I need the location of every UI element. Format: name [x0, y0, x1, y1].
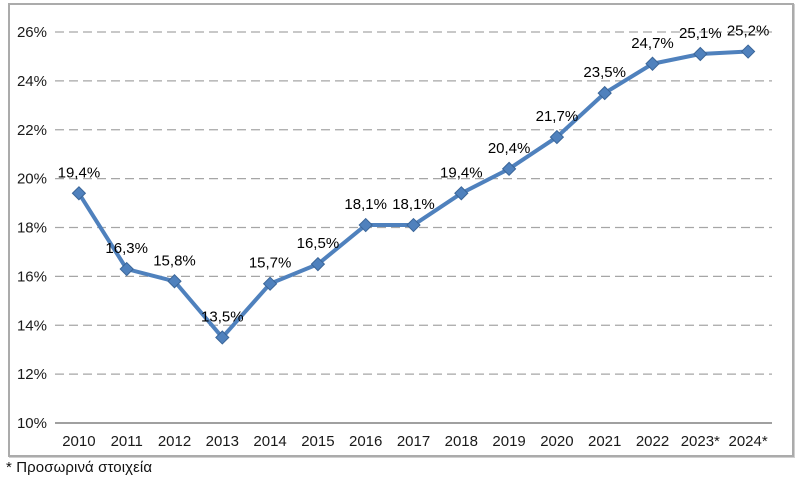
y-tick-18%: 18% — [17, 220, 47, 237]
data-label-2017: 18,1% — [392, 196, 435, 213]
x-tick-2021: 2021 — [588, 433, 621, 450]
x-tick-2016: 2016 — [349, 433, 382, 450]
y-tick-20%: 20% — [17, 171, 47, 188]
data-label-2013: 13,5% — [201, 308, 244, 325]
data-point-2021 — [597, 85, 612, 101]
data-label-2021: 23,5% — [583, 64, 626, 81]
data-point-2014 — [262, 276, 278, 291]
line-chart: 10% 12% 14% 16% 18% 20% 22% 24% 26% 2010 2011 2012 2… — [17, 23, 772, 450]
x-tick-2024*: 2024* — [728, 433, 767, 450]
data-point-2022 — [645, 56, 660, 71]
y-tick-12%: 12% — [17, 366, 47, 383]
data-label-2015: 16,5% — [297, 235, 340, 252]
data-label-2019: 20,4% — [488, 140, 531, 157]
data-label-2018: 19,4% — [440, 164, 483, 181]
data-point-2019 — [501, 161, 517, 177]
data-label-2020: 21,7% — [536, 108, 579, 125]
series-line — [76, 49, 751, 340]
x-tick-2022: 2022 — [636, 433, 669, 450]
data-label-2011: 16,3% — [105, 240, 148, 257]
footnote: * Προσωρινά στοιχεία — [6, 459, 153, 476]
data-point-2012 — [167, 274, 182, 289]
y-tick-10%: 10% — [17, 415, 47, 432]
x-tick-2020: 2020 — [540, 433, 573, 450]
data-label-2016: 18,1% — [344, 196, 387, 213]
x-tick-2018: 2018 — [445, 433, 478, 450]
data-point-2018 — [454, 186, 469, 201]
data-point-2020 — [549, 129, 565, 145]
y-tick-16%: 16% — [17, 268, 47, 285]
data-label-2010: 19,4% — [58, 164, 101, 181]
y-tick-26%: 26% — [17, 24, 47, 41]
x-tick-2023*: 2023* — [681, 433, 720, 450]
x-tick-2012: 2012 — [158, 433, 191, 450]
y-tick-22%: 22% — [17, 122, 47, 139]
x-tick-2017: 2017 — [397, 433, 430, 450]
y-tick-24%: 24% — [17, 73, 47, 90]
x-tick-2011: 2011 — [111, 433, 143, 450]
x-tick-2015: 2015 — [301, 433, 334, 450]
x-tick-2019: 2019 — [492, 433, 525, 450]
data-point-2010 — [71, 186, 87, 201]
data-point-2015 — [310, 256, 326, 272]
data-label-2023*: 25,1% — [679, 25, 722, 42]
data-label-2014: 15,7% — [249, 255, 292, 272]
data-label-2024*: 25,2% — [727, 23, 770, 40]
chart-frame: 10% 12% 14% 16% 18% 20% 22% 24% 26% 2010 2011 2012 2… — [8, 3, 794, 457]
x-tick-2013: 2013 — [206, 433, 239, 450]
data-point-2011 — [119, 261, 134, 277]
data-label-2012: 15,8% — [153, 252, 196, 269]
x-tick-2014: 2014 — [253, 433, 286, 450]
data-label-2022: 24,7% — [631, 35, 674, 52]
x-tick-2010: 2010 — [62, 433, 95, 450]
data-point-2017 — [406, 217, 421, 233]
data-point-2023* — [693, 46, 708, 62]
data-point-2016 — [358, 217, 373, 233]
data-point-2024* — [740, 44, 756, 59]
y-tick-14%: 14% — [17, 317, 47, 334]
data-point-2013 — [215, 330, 230, 345]
